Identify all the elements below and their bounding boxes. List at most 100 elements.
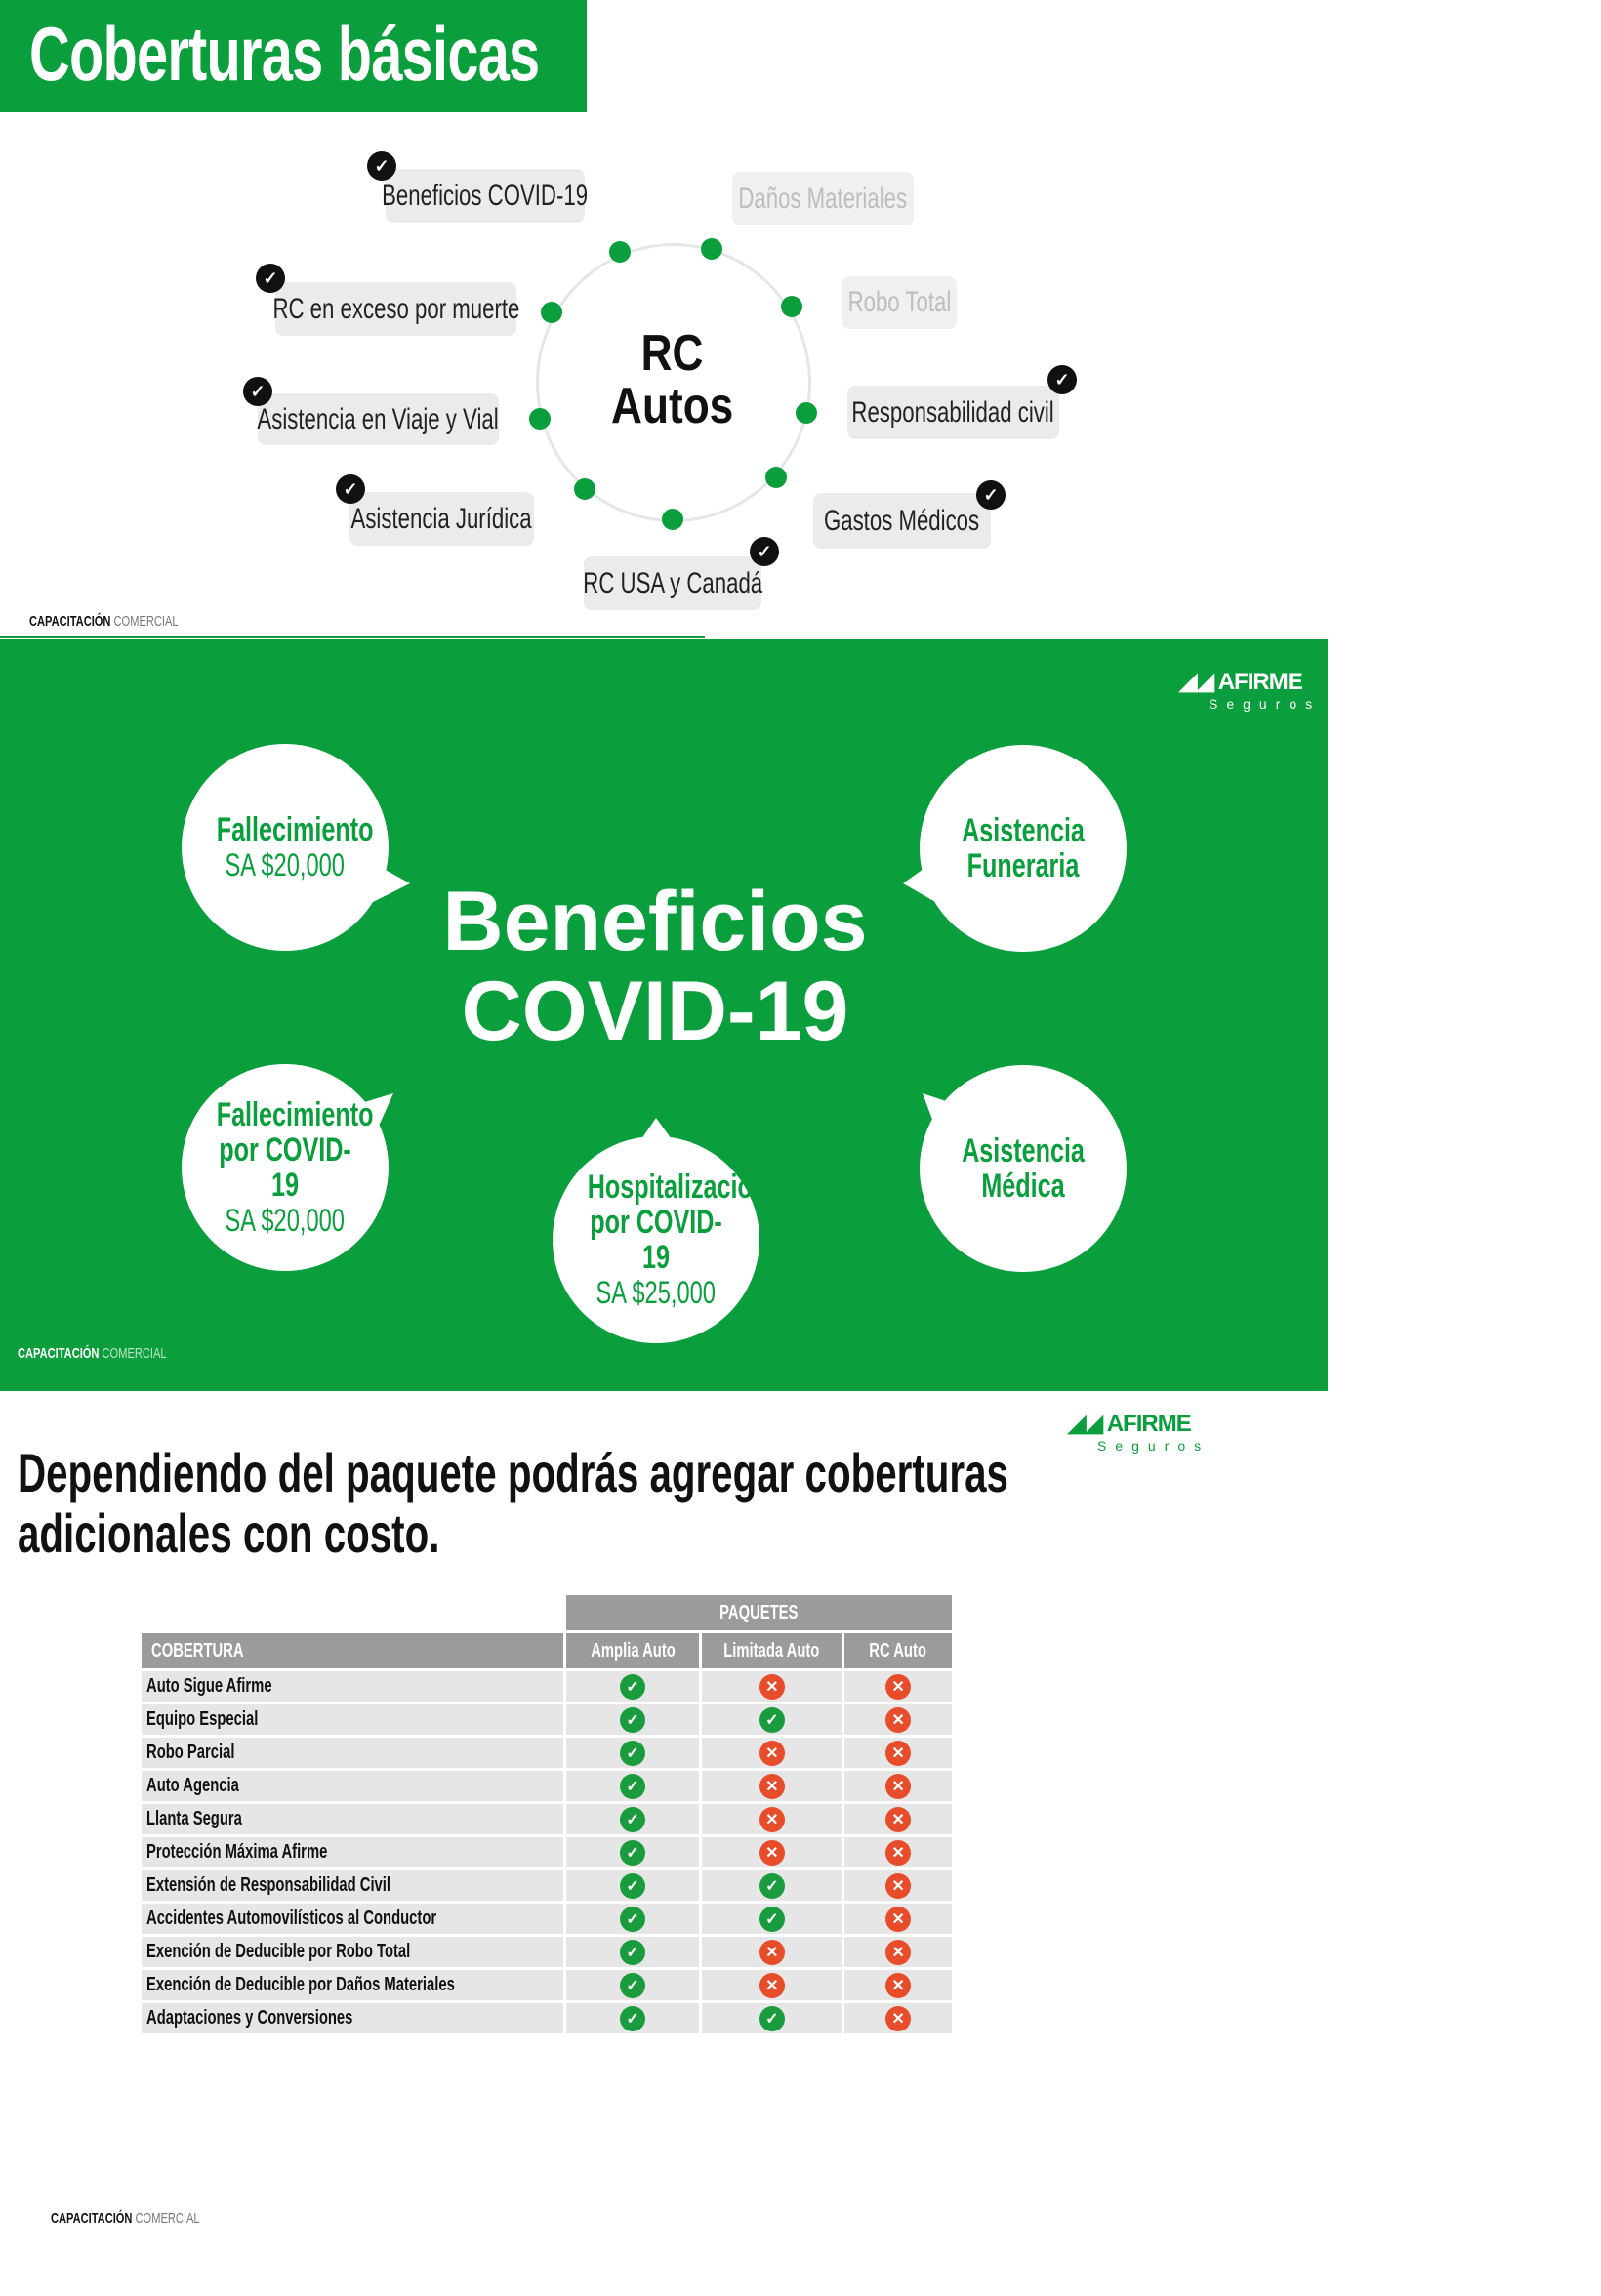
- package-cell: ✓: [702, 1870, 842, 1901]
- package-cell: ✕: [844, 1704, 952, 1735]
- table-row: Exención de Deducible por Robo Total ✓ ✕ ✕: [142, 1937, 952, 1967]
- coverage-pill: RC USA y Canadá: [583, 556, 762, 610]
- package-cell: ✕: [844, 1771, 952, 1801]
- check-icon: ✓: [976, 480, 1006, 510]
- package-cell: ✓: [565, 1837, 700, 1867]
- package-cell: ✕: [844, 1837, 952, 1867]
- package-cell: ✓: [565, 1804, 700, 1834]
- bubble-tail: [361, 1093, 393, 1132]
- coverage-pill: Asistencia en Viaje y Vial: [258, 393, 499, 445]
- package-cell: ✕: [844, 1937, 952, 1967]
- coverage-pill: Asistencia Jurídica: [349, 492, 534, 546]
- table-row: Llanta Segura ✓ ✕ ✕: [142, 1804, 952, 1834]
- benefit-title: Fallecimiento por COVID-19: [216, 1096, 374, 1204]
- coverage-name: Adaptaciones y Conversiones: [142, 2003, 563, 2033]
- check-icon: ✓: [620, 1740, 646, 1766]
- cross-icon: ✕: [759, 1806, 785, 1832]
- check-icon: ✓: [620, 1839, 646, 1866]
- package-cell: ✕: [844, 1804, 952, 1834]
- footer: CAPACITACIÓN COMERCIAL: [51, 2210, 200, 2227]
- ring-dot: [701, 238, 722, 260]
- coverage-name: Accidentes Automovilísticos al Conductor: [142, 1904, 563, 1934]
- check-icon: ✓: [759, 1906, 785, 1932]
- cross-icon: ✕: [885, 1706, 912, 1733]
- coverage-name: Llanta Segura: [142, 1804, 563, 1834]
- benefit-bubble: Fallecimiento SA $20,000: [182, 744, 389, 951]
- check-icon: ✓: [620, 1706, 646, 1733]
- ring-dot: [609, 241, 631, 263]
- check-icon: ✓: [759, 2005, 785, 2031]
- check-icon: ✓: [759, 1872, 785, 1899]
- benefit-amount: SA $20,000: [225, 847, 346, 882]
- cross-icon: ✕: [885, 1740, 912, 1766]
- package-cell: ✕: [702, 1671, 842, 1702]
- covid-title-line1: Beneficios: [442, 875, 868, 968]
- benefit-bubble: Fallecimiento por COVID-19 SA $20,000: [182, 1064, 389, 1271]
- package-cell: ✓: [565, 1704, 700, 1735]
- coverage-name: Auto Agencia: [142, 1771, 563, 1801]
- coverage-pill: Beneficios COVID-19: [383, 169, 588, 223]
- package-cell: ✕: [702, 1804, 842, 1834]
- cross-icon: ✕: [885, 1806, 912, 1832]
- table-row: Accidentes Automovilísticos al Conductor…: [142, 1904, 952, 1934]
- check-icon: ✓: [256, 264, 285, 293]
- package-cell: ✓: [565, 1937, 700, 1967]
- benefit-amount: SA $25,000: [595, 1275, 717, 1310]
- cross-icon: ✕: [885, 1839, 912, 1866]
- ring-dot: [541, 302, 562, 323]
- ring-dot: [796, 402, 817, 424]
- check-icon: ✓: [759, 1706, 785, 1733]
- benefit-title: Fallecimiento: [216, 811, 374, 848]
- cross-icon: ✕: [759, 1740, 785, 1766]
- check-icon: ✓: [1047, 365, 1077, 394]
- coverage-name: Protección Máxima Afirme: [142, 1837, 563, 1867]
- check-icon: ✓: [620, 1872, 646, 1899]
- page-title: Coberturas básicas: [29, 11, 540, 97]
- table-row: Exención de Deducible por Daños Material…: [142, 1970, 952, 2000]
- package-cell: ✕: [702, 1937, 842, 1967]
- check-icon: ✓: [243, 377, 272, 406]
- column-header: Amplia Auto: [565, 1633, 700, 1668]
- cross-icon: ✕: [885, 1906, 912, 1932]
- section-heading: Dependiendo del paquete podrás agregar c…: [18, 1442, 1008, 1564]
- coverage-table: PAQUETES COBERTURA Amplia Auto Limitada …: [139, 1592, 955, 2036]
- coverage-pill: RC en exceso por muerte: [272, 282, 519, 336]
- coverage-name: Equipo Especial: [142, 1704, 563, 1735]
- coverage-name: Auto Sigue Afirme: [142, 1671, 563, 1702]
- package-cell: ✕: [844, 1671, 952, 1702]
- table-row: Auto Sigue Afirme ✓ ✕ ✕: [142, 1671, 952, 1702]
- table-row: Robo Parcial ✓ ✕ ✕: [142, 1738, 952, 1768]
- check-icon: ✓: [620, 1673, 646, 1700]
- coverage-pill: Daños Materiales: [732, 172, 914, 226]
- benefit-bubble: Hospitalización por COVID-19 SA $25,000: [553, 1136, 767, 1343]
- cross-icon: ✕: [885, 1872, 912, 1899]
- column-header: RC Auto: [844, 1633, 952, 1668]
- ring-dot: [781, 296, 802, 317]
- table-row: Protección Máxima Afirme ✓ ✕ ✕: [142, 1837, 952, 1867]
- package-cell: ✓: [565, 1904, 700, 1934]
- package-cell: ✓: [565, 2003, 700, 2033]
- coverage-pill: Robo Total: [842, 276, 957, 329]
- cross-icon: ✕: [885, 1773, 912, 1799]
- package-cell: ✕: [844, 2003, 952, 2033]
- cross-icon: ✕: [759, 1773, 785, 1799]
- column-header: Limitada Auto: [702, 1633, 842, 1668]
- cross-icon: ✕: [885, 1972, 912, 1998]
- group-header: PAQUETES: [565, 1595, 952, 1630]
- coverage-pill: Responsabilidad civil: [847, 386, 1059, 439]
- table-row: Extensión de Responsabilidad Civil ✓ ✓ ✕: [142, 1870, 952, 1901]
- check-icon: ✓: [620, 1806, 646, 1832]
- check-icon: ✓: [620, 1972, 646, 1998]
- cross-icon: ✕: [759, 1839, 785, 1866]
- table-row: Auto Agencia ✓ ✕ ✕: [142, 1771, 952, 1801]
- coverage-name: Exención de Deducible por Robo Total: [142, 1937, 563, 1967]
- check-icon: ✓: [620, 2005, 646, 2031]
- package-cell: ✕: [844, 1870, 952, 1901]
- package-cell: ✓: [565, 1870, 700, 1901]
- benefit-title: Asistencia Funeraria: [962, 812, 1085, 884]
- ring-dot: [662, 509, 683, 530]
- divider: [0, 636, 705, 638]
- bubble-tail: [639, 1118, 674, 1142]
- cross-icon: ✕: [885, 1673, 912, 1700]
- check-icon: ✓: [367, 151, 396, 181]
